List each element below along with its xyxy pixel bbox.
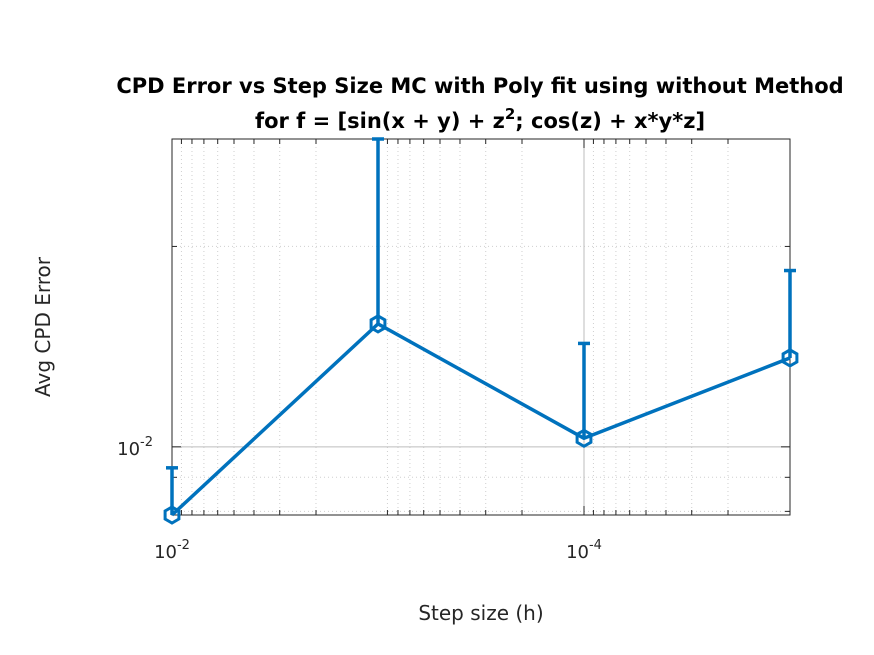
y-axis-label: Avg CPD Error <box>31 256 55 397</box>
data-point-marker <box>163 505 181 525</box>
minor-grid <box>172 139 790 515</box>
tick-labels: 10-2 10-4 10-2 <box>117 435 602 563</box>
chart-title-line1: CPD Error vs Step Size MC with Poly fit … <box>116 74 843 98</box>
x-axis-label: Step size (h) <box>418 601 543 625</box>
y-tick-label: 10-2 <box>117 435 153 460</box>
plot-area <box>172 139 790 515</box>
data-point-marker <box>575 428 593 449</box>
series-line <box>170 322 791 517</box>
x-tick-label: 10-2 <box>154 538 190 563</box>
tick-marks <box>171 139 790 515</box>
data-point-marker <box>781 348 799 368</box>
x-tick-label: 10-4 <box>566 538 602 563</box>
chart-title-line2: for f = [sin(x + y) + z2; cos(z) + x*y*z… <box>255 105 705 133</box>
series-group <box>163 314 799 525</box>
data-point-marker <box>369 314 387 334</box>
